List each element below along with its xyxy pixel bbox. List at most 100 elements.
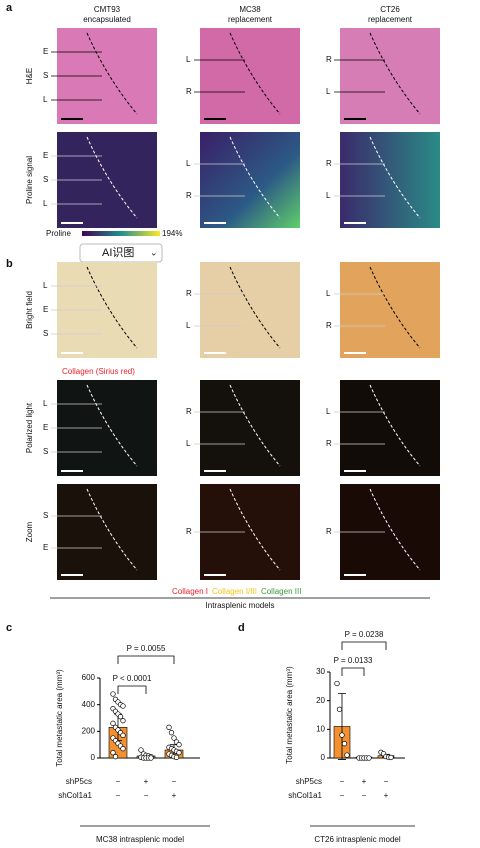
colorbar: [82, 231, 160, 236]
data-point: [120, 718, 126, 724]
region-outline: [369, 32, 421, 115]
region-label: L: [186, 159, 191, 168]
region-label: L: [43, 95, 48, 104]
row-label: Zoom: [25, 521, 34, 542]
panel-label: d: [238, 622, 245, 634]
y-axis-label: Total metastatic area (mm³): [285, 666, 294, 764]
column-subtitle: encapsulated: [83, 15, 131, 24]
data-point: [334, 680, 340, 687]
scale-bar: [344, 222, 366, 224]
condition-label: shP5cs: [296, 777, 322, 786]
region-label: R: [326, 527, 332, 536]
significance-bracket: [341, 667, 365, 676]
data-point: [120, 703, 126, 709]
image: [340, 262, 440, 358]
panel-label: a: [6, 2, 13, 14]
column-title: MC38: [239, 5, 261, 14]
x-axis-label: CT26 intrasplenic model: [314, 835, 400, 844]
row-label: H&E: [25, 68, 34, 84]
data-point: [366, 755, 372, 761]
condition-value: −: [384, 777, 389, 786]
footer: Intrasplenic models: [206, 601, 275, 610]
scale-bar: [204, 470, 226, 472]
condition-value: +: [384, 791, 389, 800]
y-tick-label: 0: [321, 753, 326, 762]
region-outline: [229, 488, 281, 571]
region-label: L: [43, 399, 48, 408]
region-label: S: [43, 329, 48, 338]
y-tick-label: 20: [316, 696, 325, 705]
data-point: [173, 754, 180, 760]
dropdown-icon: ⌄: [150, 247, 158, 257]
region-label: E: [43, 151, 48, 160]
region-label: R: [326, 159, 332, 168]
column-title: CMT93: [94, 5, 121, 14]
image: [200, 380, 300, 476]
condition-value: −: [144, 791, 149, 800]
region-label: R: [186, 191, 192, 200]
data-point: [168, 730, 175, 736]
toolbar-button[interactable]: AI识图: [102, 246, 134, 259]
y-tick-label: 600: [82, 673, 96, 682]
p-value: P = 0.0238: [345, 630, 384, 639]
scale-bar: [204, 574, 226, 576]
image: [340, 132, 440, 228]
data-point: [120, 732, 126, 738]
region-label: L: [326, 407, 331, 416]
y-axis-label: Total metastatic area (mm³): [55, 669, 64, 767]
data-point: [341, 741, 348, 747]
scale-bar: [344, 574, 366, 576]
y-tick-label: 30: [316, 667, 325, 676]
scale-bar: [204, 118, 226, 120]
region-label: E: [43, 543, 48, 552]
condition-label: shCol1a1: [288, 791, 322, 800]
region-label: R: [186, 87, 192, 96]
data-point: [110, 720, 116, 726]
image: [340, 380, 440, 476]
condition-value: +: [172, 791, 177, 800]
data-point: [120, 746, 126, 752]
y-tick-label: 200: [82, 726, 96, 735]
data-point: [148, 755, 154, 761]
region-label: R: [326, 55, 332, 64]
condition-value: +: [362, 777, 367, 786]
region-label: L: [326, 87, 331, 96]
region-outline: [86, 384, 138, 467]
caption: Collagen (Sirius red): [62, 367, 135, 376]
figure-content: a CMT93encapsulatedMC38replacementCT26rep…: [6, 2, 440, 844]
region-outline: [229, 266, 281, 349]
image: [200, 132, 300, 228]
row-label: Proline signal: [25, 156, 34, 204]
scale-bar: [344, 352, 366, 354]
data-point: [138, 747, 144, 753]
region-outline: [86, 266, 138, 349]
data-point: [110, 750, 116, 756]
data-point: [176, 742, 182, 748]
p-value: P = 0.0133: [334, 656, 373, 665]
data-point: [344, 752, 350, 758]
region-outline: [86, 136, 138, 219]
scale-bar: [61, 352, 83, 354]
region-outline: [86, 488, 138, 571]
legend-entry: Collagen I: [172, 587, 208, 596]
scale-bar: [61, 470, 83, 472]
condition-label: shP5cs: [66, 777, 92, 786]
x-axis-label: MC38 intrasplenic model: [96, 835, 184, 844]
p-value: P = 0.0055: [127, 644, 166, 653]
region-outline: [229, 136, 281, 219]
colorbar-max: 194%: [162, 229, 182, 238]
condition-value: −: [340, 777, 345, 786]
region-outline: [229, 32, 281, 115]
column-subtitle: replacement: [228, 15, 273, 24]
error-bar: [338, 693, 346, 760]
condition-label: shCol1a1: [58, 791, 92, 800]
region-label: L: [186, 321, 191, 330]
region-label: E: [43, 305, 48, 314]
region-label: R: [186, 527, 192, 536]
region-label: S: [43, 511, 48, 520]
region-label: L: [43, 281, 48, 290]
region-label: S: [43, 175, 48, 184]
region-label: L: [43, 199, 48, 208]
region-label: R: [326, 321, 332, 330]
